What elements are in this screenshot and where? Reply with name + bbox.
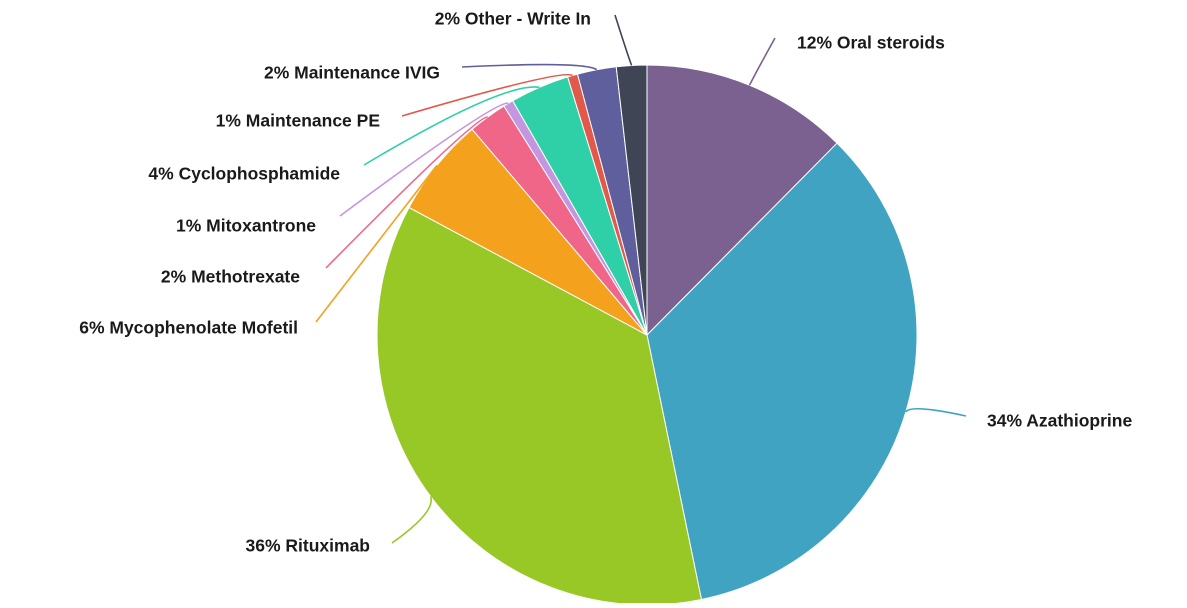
slice-label-mitoxantrone: 1% Mitoxantrone — [176, 216, 316, 236]
slice-label-cyclophosphamide: 4% Cyclophosphamide — [148, 164, 340, 184]
leader-line-mycophenolate-mofetil — [315, 164, 438, 323]
slice-oral-steroids — [646, 64, 838, 337]
leader-line-maintenance-ivig — [461, 63, 598, 71]
slice-labels: 12% Oral steroids 34% Azathioprine 36% Rit… — [79, 9, 1132, 556]
leader-line-mitoxantrone — [339, 102, 509, 217]
leader-line-cyclophosphamide — [363, 86, 540, 166]
slice-label-maintenance-pe: 1% Maintenance PE — [216, 111, 380, 131]
slice-label-mycophenolate-mofetil: 6% Mycophenolate Mofetil — [79, 318, 298, 338]
slice-label-rituximab: 36% Rituximab — [246, 536, 370, 556]
leader-lines — [315, 14, 967, 544]
leader-line-maintenance-pe — [401, 73, 574, 117]
leader-line-oral-steroids — [748, 37, 776, 87]
slice-azathioprine — [646, 142, 918, 601]
slice-label-oral-steroids: 12% Oral steroids — [797, 33, 945, 53]
slice-label-other-write-in: 2% Other - Write In — [435, 9, 591, 29]
leader-line-rituximab — [391, 496, 432, 544]
slice-label-methotrexate: 2% Methotrexate — [161, 267, 300, 287]
slice-label-maintenance-ivig: 2% Maintenance IVIG — [264, 63, 440, 83]
slice-label-azathioprine: 34% Azathioprine — [987, 411, 1132, 431]
leader-line-other-write-in — [614, 14, 633, 66]
slice-other-write-in — [615, 64, 648, 336]
pie-slices — [376, 64, 918, 606]
leader-line-methotrexate — [325, 116, 488, 269]
leader-line-azathioprine — [905, 407, 967, 417]
